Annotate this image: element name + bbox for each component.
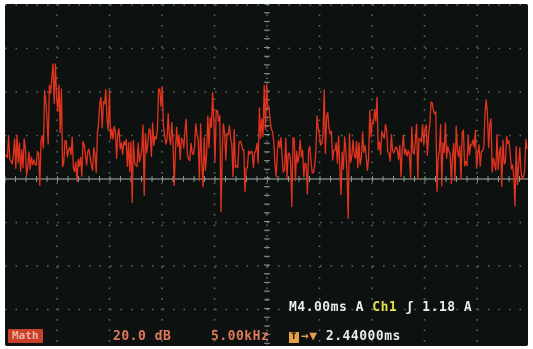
timebase-readout: M4.00ms A Ch1 ʃ 1.18 A — [289, 300, 472, 315]
waveform-display — [5, 4, 528, 346]
trigger-channel: Ch1 — [372, 300, 398, 315]
trigger-level: 1.18 A — [422, 300, 473, 315]
math-channel-badge: Math — [8, 329, 43, 343]
rising-edge-icon: ʃ — [405, 300, 414, 315]
timebase-value: M4.00ms — [289, 300, 348, 315]
math-scale: 20.0 dB — [113, 329, 172, 344]
trigger-mode: A — [355, 300, 364, 315]
trigger-icon: T — [289, 332, 299, 343]
trigger-position: 2.44000ms — [325, 329, 401, 344]
trigger-arrow-icon: →▼ — [300, 329, 318, 344]
math-frequency: 5.00kHz — [211, 329, 270, 344]
fft-trace — [5, 63, 528, 219]
graticule — [5, 4, 528, 346]
trigger-position-readout: T →▼ 2.44000ms — [289, 329, 401, 344]
oscilloscope-screen: M4.00ms A Ch1 ʃ 1.18 A Math 20.0 dB 5.00… — [5, 4, 528, 346]
